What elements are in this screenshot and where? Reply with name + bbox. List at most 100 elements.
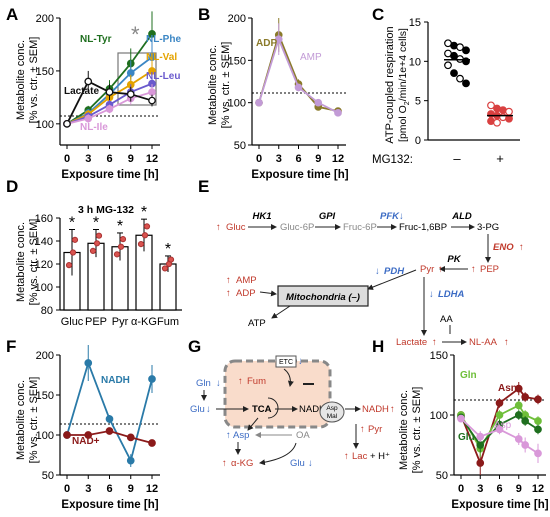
c-point — [462, 46, 470, 55]
b-point — [294, 83, 303, 92]
e-up-pep: ↑ — [471, 264, 476, 275]
g-glu-out: Glu — [290, 458, 305, 469]
e-gluc6p: Gluc-6P — [280, 222, 314, 233]
a-ylabel-1: Metabolite conc. — [15, 40, 27, 120]
panel-letter-f: F — [6, 337, 16, 356]
g-up-pyr: ↑ — [360, 424, 365, 435]
d-point — [113, 251, 121, 258]
a-label-nl-ile: NL-Ile — [80, 122, 108, 133]
g-down-gln: ↓ — [216, 378, 221, 389]
e-atp: ATP — [248, 318, 266, 329]
b-ytick-label: 50 — [234, 140, 246, 152]
panel-letter-b: B — [198, 5, 210, 24]
c-ylabel-2-sub: 2 — [404, 101, 411, 105]
g-oa: OA — [296, 430, 310, 441]
d-point — [119, 236, 127, 243]
c-point — [456, 43, 464, 52]
panel-letter-d: D — [6, 177, 18, 196]
g-asp-mal-1: Asp — [326, 405, 338, 412]
a-star: * — [131, 22, 140, 47]
panel-a: Metabolite conc. [% vs. ctr. ± SEM] * 10… — [15, 11, 181, 181]
e-up-pyr: ↑ — [438, 264, 443, 275]
a-point — [105, 88, 114, 96]
a-point — [148, 88, 156, 96]
g-nadh-out: NADH — [362, 404, 389, 415]
a-label-nl-phe: NL-Phe — [146, 34, 181, 45]
g-arrow-asp — [247, 417, 259, 431]
h-point — [514, 435, 523, 443]
f-ytick-label: 50 — [42, 470, 54, 482]
d-ytick-label: 120 — [35, 259, 53, 271]
h-point — [476, 459, 485, 467]
e-up-amp: ↑ — [226, 275, 231, 286]
e-eno: ENO — [493, 242, 514, 253]
c-point — [450, 69, 458, 78]
e-pdh: PDH — [384, 266, 405, 277]
panel-letter-e: E — [198, 177, 209, 196]
f-point — [63, 431, 71, 439]
h-ytick-label: 100 — [430, 410, 448, 422]
b-series-line — [258, 36, 339, 114]
g-etc: ETC — [279, 359, 293, 366]
b-xtick-label: 3 — [276, 153, 282, 165]
h-label-gln: Gln — [460, 370, 477, 381]
b-label-adp: ADP — [256, 38, 277, 49]
panel-letter-c: C — [372, 5, 384, 24]
c-point — [493, 118, 501, 127]
e-hk1: HK1 — [252, 211, 271, 222]
g-tca: TCA — [252, 404, 272, 415]
d-point — [65, 262, 73, 269]
g-etc-box — [275, 355, 297, 368]
c-point — [505, 107, 513, 116]
b-xtick-label: 12 — [332, 153, 344, 165]
c-xtick-minus: – — [453, 151, 461, 166]
b-xtick-label: 0 — [256, 153, 262, 165]
f-label-nadh: NADH — [101, 375, 130, 386]
c-point — [505, 114, 513, 123]
g-lac: Lac — [352, 451, 368, 462]
d-ytick-label: 80 — [41, 305, 53, 317]
f-ytick-label: 100 — [36, 430, 54, 442]
f-xtick-label: 0 — [64, 483, 70, 495]
g-up-akg: ↑ — [222, 458, 227, 469]
b-point — [334, 108, 342, 117]
d-point — [143, 223, 151, 230]
e-pep: PEP — [480, 264, 499, 275]
panel-letter-g: G — [188, 337, 201, 356]
panel-e-diagram: ↑ Gluc HK1 Gluc-6P GPI Fruc-6P PFK ↓ Fru… — [216, 211, 524, 348]
c-ytick-label: 5 — [415, 96, 421, 108]
a-xtick-label: 6 — [106, 153, 112, 165]
h-point — [495, 399, 504, 407]
g-up-nadh-out: ↑ — [390, 404, 395, 415]
h-xtick-label: 0 — [458, 483, 464, 495]
e-amp: AMP — [236, 275, 257, 286]
e-nlaa: NL-AA — [469, 337, 498, 348]
panel-h: Metabolite conc. [% vs. ctr. ± SEM] 50 10… — [398, 350, 549, 511]
g-asp-mal-2: Mal — [327, 413, 338, 420]
d-ylabel-1: Metabolite conc. — [15, 222, 27, 302]
g-hplus: + H⁺ — [370, 451, 390, 462]
c-ylabel-1: ATP-coupled respiration — [384, 26, 396, 143]
e-mito-label: Mitochondria (–) — [286, 292, 360, 303]
d-star: * — [69, 215, 75, 232]
h-point — [534, 425, 542, 434]
d-category-label: Pyr — [112, 316, 129, 328]
e-up-eno: ↑ — [519, 242, 524, 253]
d-point — [71, 236, 79, 243]
g-down-glu-out: ↓ — [308, 458, 313, 469]
f-point — [105, 415, 114, 423]
d-point — [161, 265, 169, 272]
e-pfk: PFK — [380, 211, 400, 222]
panel-letter-a: A — [6, 5, 18, 24]
c-ylabel-2-end: /min/1e+4 cells] — [397, 28, 409, 101]
c-ytick-label: 10 — [409, 56, 421, 68]
a-xtick-label: 3 — [85, 153, 91, 165]
a-point — [84, 77, 93, 86]
e-gpi: GPI — [319, 211, 336, 222]
f-xtick-label: 6 — [106, 483, 112, 495]
h-point — [534, 417, 542, 425]
panel-g-diagram: ETC ↓ ↑ Fum Gln ↓ Glu ↓ TCA NADH Asp Mal… — [190, 355, 395, 469]
h-point — [514, 384, 523, 393]
c-ylabel-2-start: [pmol O — [397, 105, 409, 142]
d-star: * — [117, 218, 123, 235]
